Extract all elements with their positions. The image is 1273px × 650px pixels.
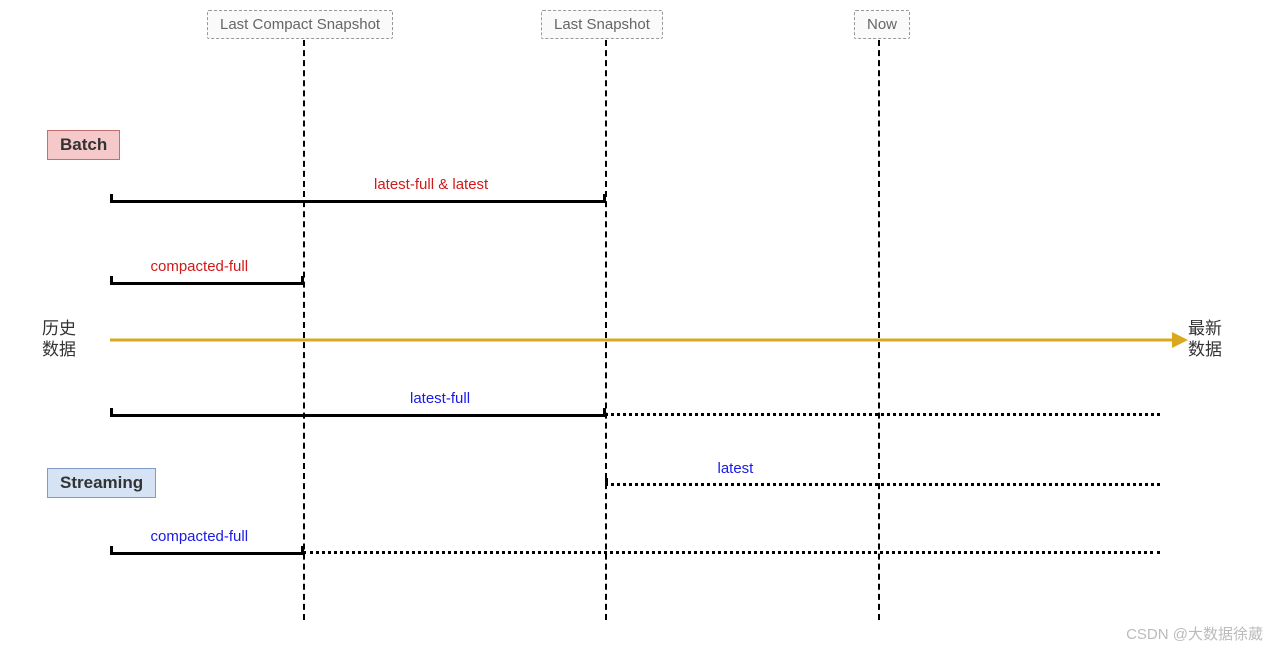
row-stream1-dotted [605,413,1160,416]
row-stream2-tick-start [605,478,608,486]
header-compact: Last Compact Snapshot [207,10,393,39]
row-batch2-solid [110,282,303,285]
vline-snapshot [605,40,607,620]
row-batch1-label: latest-full & latest [374,176,488,193]
left-label: 历史 数据 [42,318,76,361]
row-stream2-dotted [605,483,1160,486]
batch-box: Batch [47,130,120,160]
row-batch1-tick-start [110,194,113,202]
row-stream3-label: compacted-full [151,528,249,545]
streaming-box: Streaming [47,468,156,498]
row-stream3-tick-start [110,546,113,554]
vline-compact [303,40,305,620]
row-stream1-tick-start [110,408,113,416]
row-stream3-solid [110,552,303,555]
right-label: 最新 数据 [1188,318,1222,361]
row-stream3-dotted [303,551,1160,554]
watermark: CSDN @大数据徐葳 [1126,623,1263,644]
vline-now [878,40,880,620]
header-now: Now [854,10,910,39]
header-snapshot: Last Snapshot [541,10,663,39]
row-batch2-tick-end [301,276,304,284]
row-stream1-solid [110,414,605,417]
row-batch1-solid [110,200,605,203]
row-batch1-tick-end [603,194,606,202]
row-batch2-label: compacted-full [151,258,249,275]
row-stream1-label: latest-full [410,390,470,407]
row-stream2-label: latest [718,460,754,477]
row-batch2-tick-start [110,276,113,284]
